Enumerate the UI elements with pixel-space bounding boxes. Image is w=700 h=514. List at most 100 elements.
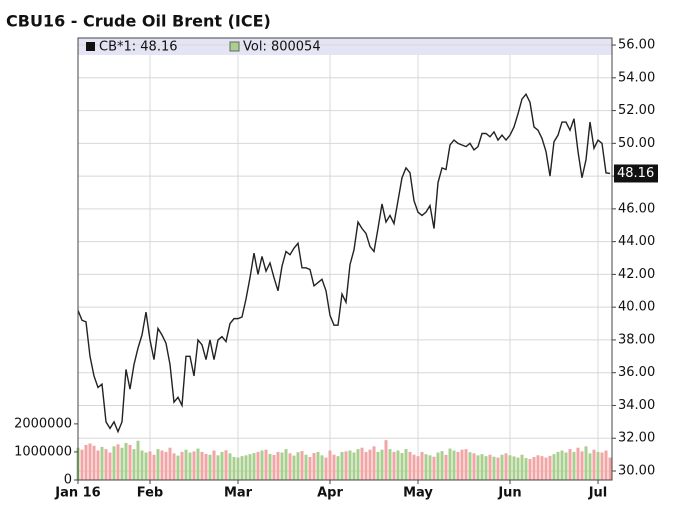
volume-bar — [176, 455, 180, 480]
volume-bar — [536, 455, 540, 480]
volume-bar — [140, 450, 144, 480]
price-line — [77, 92, 611, 434]
y-tick-label: 30.00 — [618, 463, 655, 478]
volume-bar — [568, 449, 572, 480]
volume-bar — [300, 451, 304, 480]
volume-bar — [292, 455, 296, 480]
volume-bar — [548, 455, 552, 480]
volume-bar — [200, 451, 204, 480]
volume-bar — [304, 454, 308, 480]
volume-bar — [440, 451, 444, 480]
volume-bar — [356, 449, 360, 480]
volume-bar — [316, 451, 320, 480]
y2-tick-label: 2000000 — [14, 416, 72, 431]
volume-bar — [532, 456, 536, 480]
volume-bar — [464, 449, 468, 480]
volume-bar — [236, 457, 240, 480]
volume-bar — [272, 455, 276, 480]
volume-bar — [332, 454, 336, 480]
volume-bar — [84, 444, 88, 480]
volume-bar — [380, 449, 384, 480]
y-tick-label: 52.00 — [618, 103, 655, 118]
volume-bar — [604, 450, 608, 480]
volume-bar — [500, 454, 504, 480]
volume-bar — [528, 458, 532, 480]
volume-bar — [184, 449, 188, 480]
volume-bar — [368, 449, 372, 480]
legend-swatch — [86, 42, 95, 51]
volume-bar — [340, 451, 344, 480]
volume-bar — [308, 456, 312, 480]
volume-bar — [168, 447, 172, 480]
volume-bar — [100, 446, 104, 480]
legend-swatch — [229, 41, 240, 52]
volume-bar — [88, 443, 92, 480]
volume-bar — [192, 451, 196, 480]
y-tick-label: 44.00 — [618, 234, 655, 249]
volume-bar — [160, 450, 164, 480]
volume-bar — [584, 446, 588, 480]
volume-bar — [136, 440, 140, 480]
grid — [77, 44, 612, 480]
volume-bar — [348, 450, 352, 480]
volume-bar — [392, 451, 396, 480]
volume-bar — [496, 457, 500, 480]
volume-bar — [436, 452, 440, 480]
volume-bar — [128, 444, 132, 480]
volume-bar — [540, 456, 544, 480]
volume-bar — [320, 455, 324, 480]
volume-bar — [152, 454, 156, 480]
volume-bar — [408, 451, 412, 480]
x-tick-label: Mar — [224, 486, 253, 501]
last-value-box — [614, 164, 658, 183]
volume-bar — [592, 449, 596, 480]
marks — [76, 92, 612, 480]
volume-bar — [112, 446, 116, 480]
volume-bar — [276, 451, 280, 480]
volume-bar — [204, 453, 208, 480]
volume-bar — [364, 451, 368, 480]
y-tick-label: 36.00 — [618, 365, 655, 380]
y2-tick-label: 0 — [64, 473, 72, 488]
y-tick-label: 54.00 — [618, 70, 655, 85]
volume-bar — [212, 450, 216, 480]
volume-bar — [508, 455, 512, 480]
volume-bar — [596, 451, 600, 480]
volume-bar — [220, 451, 224, 480]
volume-bar — [428, 455, 432, 480]
volume-bar — [196, 448, 200, 480]
y-tick-label: 50.00 — [618, 136, 655, 151]
volume-bar — [336, 456, 340, 480]
volume-bar — [520, 454, 524, 480]
volume-bar — [244, 455, 248, 480]
volume-bar — [608, 457, 612, 480]
volume-bar — [404, 449, 408, 480]
volume-bar — [560, 450, 564, 480]
volume-bar — [476, 455, 480, 480]
volume-bar — [120, 447, 124, 480]
volume-bar — [492, 456, 496, 480]
volume-bar — [484, 456, 488, 480]
volume-bar — [252, 453, 256, 480]
volume-bar — [468, 452, 472, 480]
x-tick-label: May — [403, 486, 433, 501]
volume-bar — [256, 451, 260, 480]
y-tick-label: 56.00 — [618, 38, 655, 53]
volume-bar — [312, 453, 316, 480]
volume-bar — [344, 451, 348, 480]
volume-bar — [296, 452, 300, 480]
y-tick-label: 32.00 — [618, 431, 655, 446]
volume-bar — [488, 454, 492, 480]
y-tick-label: 46.00 — [618, 201, 655, 216]
volume-bar — [416, 456, 420, 480]
last-value-label: 48.16 — [617, 166, 654, 181]
volume-bar — [280, 452, 284, 480]
volume-bar — [516, 457, 520, 480]
volume-bar — [376, 451, 380, 480]
volume-bar — [412, 454, 416, 480]
y2-tick-label: 1000000 — [14, 444, 72, 459]
volume-bar — [224, 450, 228, 480]
volume-bar — [232, 456, 236, 480]
y-tick-label: 40.00 — [618, 300, 655, 315]
volume-bar — [116, 444, 120, 480]
